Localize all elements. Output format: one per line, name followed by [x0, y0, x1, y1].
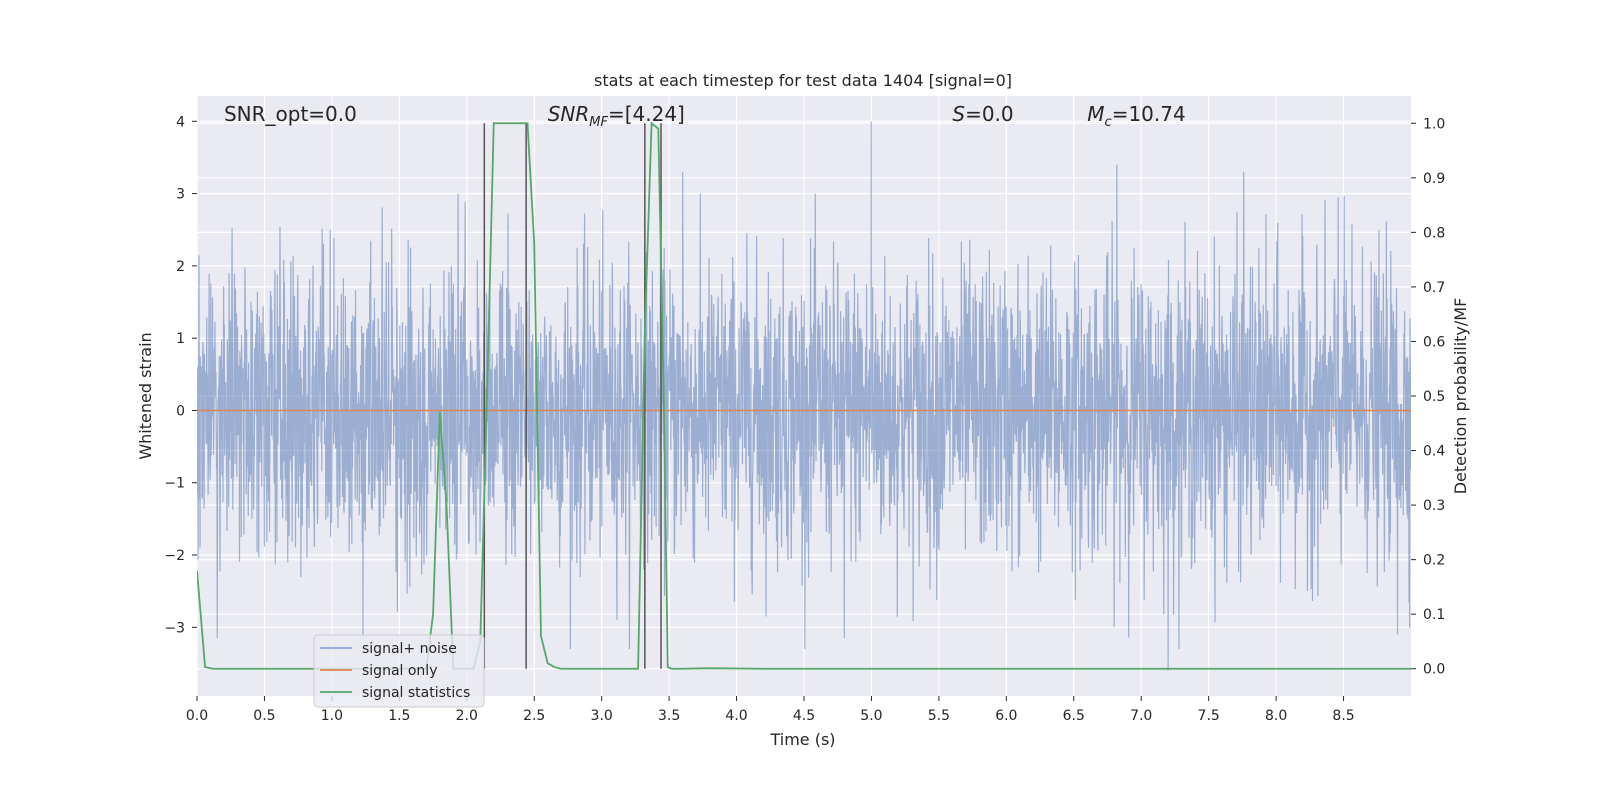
x-tick-label: 4.5	[793, 708, 815, 724]
x-tick-label: 8.0	[1265, 708, 1287, 724]
y-left-tick-label: 3	[176, 187, 185, 203]
y-axis-right-label: Detection probability/MF	[1451, 298, 1470, 495]
annotation-text: S=0.0	[952, 102, 1013, 126]
y-axis-right: 0.0 0.1 0.2 0.3 0.4 0.5 0.6 0.7 0.8 0.9 1.0	[1411, 116, 1445, 678]
x-axis-label: Time (s)	[769, 730, 835, 749]
x-tick-label: 0.0	[186, 708, 208, 724]
x-tick-label: 1.5	[388, 708, 410, 724]
y-left-tick-label: −3	[164, 620, 185, 636]
annotation-text: SNRMF=[4.24]	[548, 102, 685, 130]
y-left-tick-label: −1	[164, 476, 185, 492]
y-left-tick-label: 2	[176, 259, 185, 275]
y-right-tick-label: 0.0	[1423, 662, 1445, 678]
y-right-tick-label: 0.1	[1423, 607, 1445, 623]
x-tick-label: 6.5	[1063, 708, 1085, 724]
x-tick-label: 8.5	[1332, 708, 1354, 724]
y-right-tick-label: 0.4	[1423, 444, 1445, 460]
y-right-tick-label: 1.0	[1423, 116, 1445, 132]
legend-label: signal statistics	[362, 685, 470, 701]
x-tick-label: 3.5	[658, 708, 680, 724]
y-left-tick-label: −2	[164, 548, 185, 564]
annotation-text: SNR_opt=0.0	[224, 102, 357, 126]
annotations: SNR_opt=0.0 SNRMF=[4.24] S=0.0 Mc=10.74	[224, 102, 1186, 130]
legend-box	[313, 634, 485, 708]
chart-title: stats at each timestep for test data 140…	[594, 71, 1012, 90]
x-axis: 0.0 0.5 1.0 1.5 2.0 2.5 3.0 3.5 4.0 4.5 5.0 5.5 6.0 6…	[186, 696, 1355, 724]
legend-label: signal+ noise	[362, 641, 457, 657]
y-axis-left: −3 −2 −1 0 1 2 3 4	[164, 114, 197, 636]
y-left-tick-label: 4	[176, 114, 185, 130]
annotation-text: Mc=10.74	[1087, 102, 1185, 130]
x-tick-label: 7.0	[1130, 708, 1152, 724]
x-tick-label: 6.0	[995, 708, 1017, 724]
y-right-tick-label: 0.3	[1423, 498, 1445, 514]
x-tick-label: 5.5	[928, 708, 950, 724]
x-tick-label: 7.5	[1198, 708, 1220, 724]
legend: signal+ noise signal only signal statistic…	[313, 634, 485, 708]
x-tick-label: 0.5	[253, 708, 275, 724]
series-signal-statistics	[197, 121, 1411, 670]
legend-label: signal only	[362, 663, 437, 679]
series-signal-noise	[197, 121, 1411, 671]
x-tick-label: 2.5	[523, 708, 545, 724]
y-right-tick-label: 0.2	[1423, 553, 1445, 569]
y-axis-left-label: Whitened strain	[136, 332, 155, 459]
y-left-tick-label: 1	[176, 331, 185, 347]
x-tick-label: 5.0	[860, 708, 882, 724]
y-right-tick-label: 0.9	[1423, 171, 1445, 187]
y-right-tick-label: 0.8	[1423, 225, 1445, 241]
x-tick-label: 1.0	[321, 708, 343, 724]
y-right-tick-label: 0.6	[1423, 334, 1445, 350]
x-tick-label: 4.0	[725, 708, 747, 724]
y-right-tick-label: 0.7	[1423, 280, 1445, 296]
y-right-tick-label: 0.5	[1423, 389, 1445, 405]
x-tick-label: 3.0	[591, 708, 613, 724]
x-tick-label: 2.0	[456, 708, 478, 724]
y-left-tick-label: 0	[176, 403, 185, 419]
